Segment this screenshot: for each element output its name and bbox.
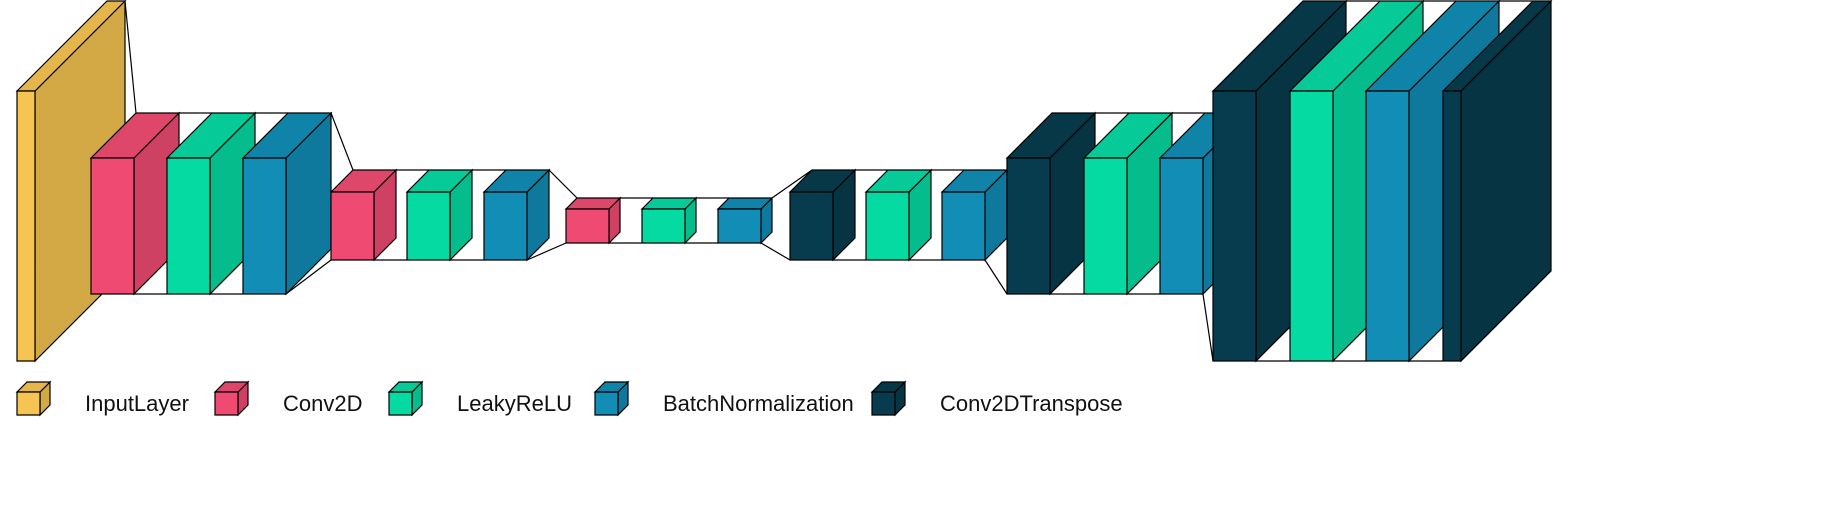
layer-block-4-batchnormalization bbox=[241, 111, 333, 296]
navy-cube-icon-front-face bbox=[871, 391, 896, 416]
legend-item-batchnormalization: BatchNormalization bbox=[593, 380, 854, 417]
legend-label-conv2dtranspose: Conv2DTranspose bbox=[940, 391, 1123, 416]
layer-block-6-leakyrelu bbox=[405, 168, 474, 262]
layer-block-20-conv2dtranspose bbox=[1441, 0, 1553, 363]
legend-item-conv2d: Conv2D bbox=[213, 380, 362, 417]
layer-block-3-leakyrelu-front-face bbox=[166, 157, 211, 295]
green-cube-icon-front-face bbox=[388, 391, 413, 416]
layer-block-2-conv2d-front-face bbox=[90, 157, 135, 295]
layer-block-12-leakyrelu bbox=[864, 168, 933, 262]
layer-block-13-batchnormalization-front-face bbox=[941, 191, 986, 261]
layer-block-9-leakyrelu-front-face bbox=[641, 208, 686, 244]
layer-block-16-batchnormalization-front-face bbox=[1159, 157, 1204, 295]
layer-block-7-batchnormalization-front-face bbox=[483, 191, 528, 261]
legend-item-inputlayer: InputLayer bbox=[15, 380, 189, 417]
legend-label-leakyrelu: LeakyReLU bbox=[457, 391, 572, 416]
layer-block-3-leakyrelu bbox=[165, 111, 257, 296]
connector-line-0-1 bbox=[124, 0, 137, 114]
blue-cube-icon bbox=[593, 380, 630, 417]
layer-block-14-conv2dtranspose bbox=[1005, 111, 1097, 296]
yellow-cube-icon bbox=[15, 380, 52, 417]
layer-block-10-batchnormalization-front-face bbox=[717, 208, 762, 244]
layer-block-15-leakyrelu-front-face bbox=[1083, 157, 1128, 295]
pink-cube-icon bbox=[213, 380, 250, 417]
legend: InputLayer Conv2D LeakyReLU BatchNormalizat… bbox=[15, 380, 1123, 417]
legend-label-inputlayer: InputLayer bbox=[85, 391, 189, 416]
layer-block-19-batchnormalization-front-face bbox=[1365, 90, 1410, 362]
connector-line-3-0 bbox=[285, 259, 332, 295]
layer-block-20-conv2dtranspose-front-face bbox=[1442, 90, 1462, 362]
layer-block-17-conv2dtranspose-front-face bbox=[1212, 90, 1257, 362]
layer-block-15-leakyrelu bbox=[1082, 111, 1174, 296]
layer-block-11-conv2dtranspose bbox=[788, 168, 857, 262]
legend-item-conv2dtranspose: Conv2DTranspose bbox=[870, 380, 1123, 417]
connector-line-12-0 bbox=[984, 259, 1008, 295]
legend-label-batchnormalization: BatchNormalization bbox=[663, 391, 854, 416]
green-cube-icon bbox=[387, 380, 424, 417]
layer-connectors bbox=[34, 0, 1533, 362]
layer-block-5-conv2d-front-face bbox=[330, 191, 375, 261]
layer-block-13-batchnormalization bbox=[940, 168, 1009, 262]
layer-block-4-batchnormalization-front-face bbox=[242, 157, 287, 295]
yellow-cube-icon-front-face bbox=[16, 391, 41, 416]
pink-cube-icon-front-face bbox=[214, 391, 239, 416]
legend-label-conv2d: Conv2D bbox=[283, 391, 362, 416]
layer-block-5-conv2d bbox=[329, 168, 398, 262]
layer-block-9-leakyrelu bbox=[640, 196, 698, 245]
layer-block-7-batchnormalization bbox=[482, 168, 551, 262]
connector-line-15-0 bbox=[1202, 293, 1214, 362]
layer-block-10-batchnormalization bbox=[716, 196, 774, 245]
layer-stack bbox=[15, 0, 1553, 363]
layer-block-8-conv2d bbox=[564, 196, 622, 245]
connector-line-6-1 bbox=[548, 169, 578, 199]
connector-line-6-0 bbox=[526, 242, 567, 261]
connector-line-3-1 bbox=[330, 112, 354, 171]
navy-cube-icon bbox=[870, 380, 907, 417]
connector-line-9-0 bbox=[760, 242, 791, 261]
blue-cube-icon-front-face bbox=[594, 391, 619, 416]
layer-block-12-leakyrelu-front-face bbox=[865, 191, 910, 261]
layer-block-1-inputlayer-front-face bbox=[16, 90, 36, 362]
layer-block-11-conv2dtranspose-front-face bbox=[789, 191, 834, 261]
layer-block-6-leakyrelu-front-face bbox=[406, 191, 451, 261]
legend-item-leakyrelu: LeakyReLU bbox=[387, 380, 572, 417]
layer-block-8-conv2d-front-face bbox=[565, 208, 610, 244]
layer-block-18-leakyrelu-front-face bbox=[1289, 90, 1334, 362]
connector-line-9-1 bbox=[771, 169, 813, 199]
layer-block-14-conv2dtranspose-front-face bbox=[1006, 157, 1051, 295]
